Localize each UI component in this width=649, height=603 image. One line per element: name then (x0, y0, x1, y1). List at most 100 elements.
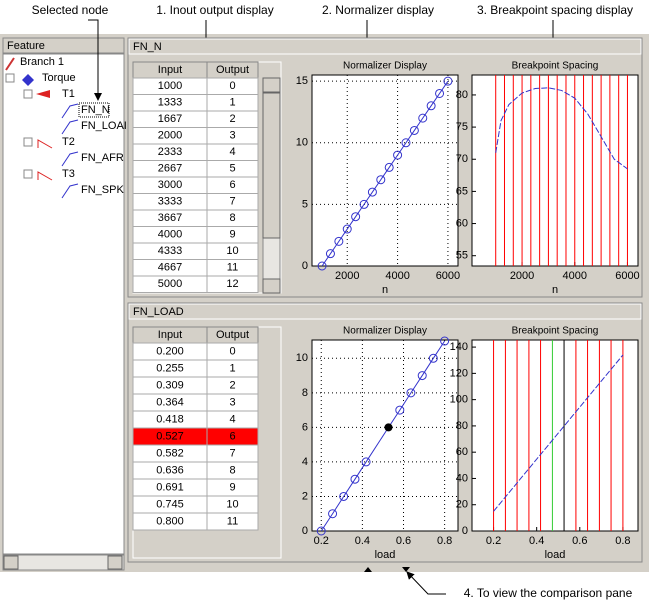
scroll-left[interactable] (3, 555, 19, 570)
input-cell: 0.200 (156, 345, 184, 357)
point (351, 212, 361, 222)
output-cell: 0 (229, 80, 235, 92)
plot-area (471, 74, 639, 267)
table-row (132, 94, 259, 112)
input-cell: 0.527 (156, 430, 184, 442)
fn-icon (61, 103, 79, 119)
table-row (132, 342, 259, 361)
column-header: Input (158, 329, 182, 341)
y-tick-label: 140 (450, 341, 468, 353)
point (393, 150, 403, 160)
input-cell: 2333 (158, 146, 182, 158)
point (316, 526, 326, 536)
expander[interactable] (23, 169, 33, 179)
tree-item[interactable]: Branch 1 (20, 56, 64, 68)
table-row (132, 512, 259, 531)
output-cell: 11 (227, 262, 238, 274)
table-row (132, 193, 259, 211)
y-tick-label: 80 (456, 89, 468, 101)
point (417, 371, 427, 381)
table-row (132, 393, 259, 412)
x-tick-label: 6000 (615, 270, 639, 282)
y-tick-label: 15 (296, 75, 308, 87)
output-cell: 9 (229, 229, 235, 241)
tree-item[interactable]: FN_N (81, 104, 110, 116)
scroll-right[interactable] (107, 555, 123, 570)
point (359, 199, 369, 209)
y-tick-label: 20 (456, 499, 468, 511)
tree-item[interactable]: T2 (62, 136, 75, 148)
expander[interactable] (5, 73, 15, 83)
x-tick-label: 0.4 (529, 535, 544, 547)
torque-icon (22, 74, 34, 86)
expander[interactable] (23, 89, 33, 99)
point (325, 249, 335, 259)
tree-item[interactable]: T1 (62, 88, 75, 100)
splitter-handle[interactable] (364, 567, 410, 572)
x-tick-label: 0.2 (486, 535, 501, 547)
table-row (132, 242, 259, 260)
input-cell: 2000 (158, 130, 182, 142)
table-row (132, 259, 259, 277)
point (428, 353, 438, 363)
selected-node-box[interactable] (78, 102, 110, 118)
y-tick-label: 8 (302, 387, 308, 399)
v-scrollbar[interactable] (262, 77, 281, 294)
table-row (132, 275, 259, 293)
tree-pane (2, 53, 125, 555)
plot-area (311, 74, 459, 267)
point (401, 138, 411, 148)
arrow (88, 19, 102, 101)
output-cell: 2 (229, 113, 235, 125)
input-cell: 3000 (158, 179, 182, 191)
output-cell: 6 (229, 179, 235, 191)
tree-item[interactable]: Torque (42, 72, 76, 84)
output-cell: 2 (229, 379, 235, 391)
table-icon (37, 139, 53, 149)
annotation: 4. To view the comparison pane (464, 586, 633, 600)
y-tick-label: 5 (302, 198, 308, 210)
x-tick-label: 0.4 (355, 535, 370, 547)
y-tick-label: 55 (456, 250, 468, 262)
table-row (132, 160, 259, 178)
column-header: Input (158, 64, 182, 76)
x-tick-label: 6000 (436, 270, 460, 282)
tree-header (2, 37, 125, 54)
x-tick-label: 0.6 (572, 535, 587, 547)
output-cell: 7 (229, 196, 235, 208)
output-cell: 5 (229, 163, 235, 175)
point (426, 101, 436, 111)
table-row (132, 176, 259, 194)
output-cell: 1 (229, 362, 235, 374)
y-tick-label: 65 (456, 185, 468, 197)
input-cell: 0.364 (156, 396, 184, 408)
tree-item[interactable]: T3 (62, 168, 75, 180)
table-row (132, 376, 259, 395)
input-cell: 4333 (158, 245, 182, 257)
x-tick-label: 2000 (510, 270, 534, 282)
point (339, 491, 349, 501)
expander[interactable] (23, 137, 33, 147)
output-cell: 10 (226, 498, 238, 510)
table-row (132, 127, 259, 145)
input-cell: 0.418 (156, 413, 184, 425)
table-row (132, 359, 259, 378)
input-cell: 0.691 (156, 481, 184, 493)
tree-item[interactable]: FN_LOAI (81, 120, 127, 132)
selected-row (132, 427, 259, 446)
column-header: Output (216, 329, 249, 341)
h-scrollbar[interactable] (2, 554, 125, 571)
input-cell: 0.255 (156, 362, 184, 374)
selected-point (384, 423, 393, 432)
table-row (132, 410, 259, 429)
input-cell: 2667 (158, 163, 182, 175)
tree-item[interactable]: FN_SPK (81, 184, 124, 196)
tree-header-text: Feature (7, 40, 45, 52)
annotation: 1. Inout output display (156, 3, 273, 17)
point (384, 162, 394, 172)
output-cell: 11 (227, 515, 238, 527)
fn-icon (61, 183, 79, 199)
tree-item[interactable]: FN_AFR (81, 152, 124, 164)
table-row (132, 226, 259, 244)
